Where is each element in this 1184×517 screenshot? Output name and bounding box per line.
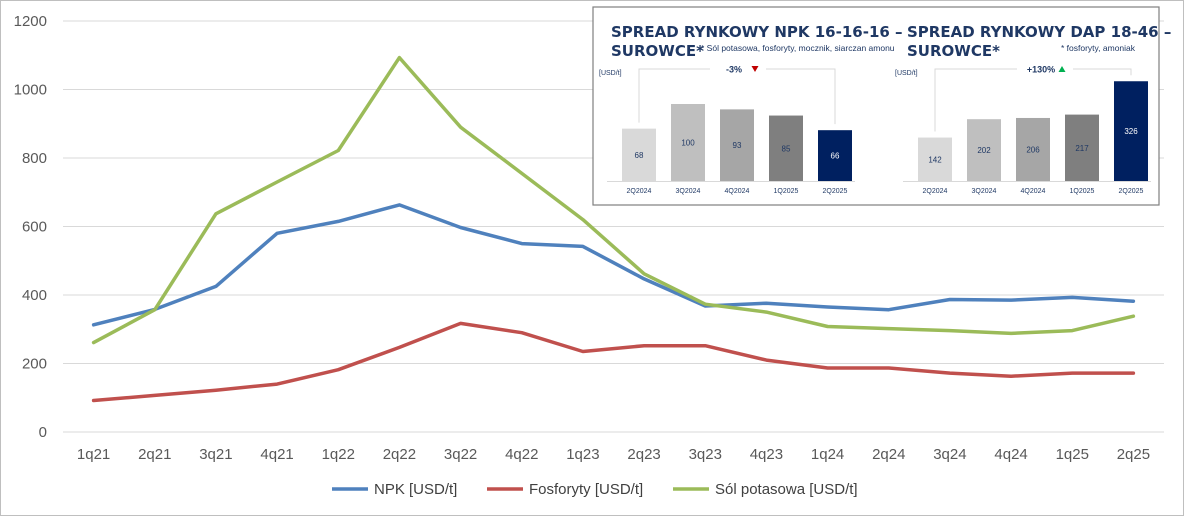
inset-title-line2: SUROWCE* [907, 42, 1000, 60]
change-label: -3% [726, 65, 742, 75]
inset-bar [671, 104, 705, 181]
x-tick-label: 4q24 [994, 446, 1027, 463]
inset-category-label: 2Q2025 [1119, 188, 1144, 195]
x-tick-label: 3q22 [444, 446, 477, 463]
inset-title-line2: SUROWCE* [611, 42, 704, 60]
inset-bar [967, 119, 1001, 181]
y-tick-label: 400 [22, 287, 47, 304]
inset-bar [1065, 114, 1099, 181]
series-line [91, 321, 1136, 403]
y-tick-label: 1000 [14, 82, 47, 99]
inset-panel: SPREAD RYNKOWY NPK 16-16-16 –SUROWCE** S… [592, 6, 1171, 206]
x-tick-label: 4q22 [505, 446, 538, 463]
change-label: +130% [1027, 65, 1055, 75]
inset-npk-chart: SPREAD RYNKOWY NPK 16-16-16 –SUROWCE** S… [599, 23, 903, 195]
inset-bar-value: 202 [977, 146, 991, 155]
inset-category-label: 4Q2024 [1021, 188, 1046, 195]
inset-category-label: 2Q2025 [823, 188, 848, 195]
series-line [91, 203, 1136, 327]
x-tick-label: 1q25 [1056, 446, 1089, 463]
inset-bar-value: 100 [681, 139, 695, 148]
x-tick-label: 2q25 [1117, 446, 1150, 463]
inset-title-line1: SPREAD RYNKOWY NPK 16-16-16 – [611, 23, 903, 41]
x-tick-label: 1q22 [322, 446, 355, 463]
series-line [91, 55, 1136, 345]
inset-title-line1: SPREAD RYNKOWY DAP 18-46 – [907, 23, 1171, 41]
y-tick-label: 800 [22, 150, 47, 167]
inset-bar [622, 128, 656, 181]
inset-bar-value: 326 [1124, 127, 1138, 136]
inset-dap-chart: SPREAD RYNKOWY DAP 18-46 –SUROWCE* * fosf… [895, 23, 1171, 195]
x-tick-label: 2q21 [138, 446, 171, 463]
y-tick-label: 200 [22, 356, 47, 373]
inset-category-label: 1Q2025 [1070, 188, 1095, 195]
x-tick-label: 3q24 [933, 446, 966, 463]
y-tick-label: 0 [39, 424, 47, 441]
legend-label: Sól potasowa [USD/t] [715, 481, 858, 498]
inset-bar-value: 93 [733, 141, 742, 150]
inset-bar-value: 142 [928, 155, 942, 164]
down-arrow-icon [751, 66, 759, 72]
x-tick-label: 1q23 [566, 446, 599, 463]
change-label-bg [1017, 62, 1073, 76]
legend-label: NPK [USD/t] [374, 481, 457, 498]
inset-bar-value: 68 [635, 151, 644, 160]
inset-unit-label: [USD/t] [599, 70, 622, 77]
x-tick-label: 4q21 [260, 446, 293, 463]
inset-category-label: 2Q2024 [923, 188, 948, 195]
inset-bar [769, 115, 803, 181]
inset-category-label: 3Q2024 [972, 188, 997, 195]
inset-bar [918, 137, 952, 181]
x-tick-label: 4q23 [750, 446, 783, 463]
x-tick-label: 3q23 [689, 446, 722, 463]
inset-bar [818, 130, 852, 181]
inset-unit-label: [USD/t] [895, 70, 918, 77]
inset-footnote: * Sól potasowa, fosforyty, mocznik, siar… [701, 43, 895, 53]
x-tick-label: 2q24 [872, 446, 905, 463]
inset-bar-value: 217 [1075, 144, 1089, 153]
inset-category-label: 3Q2024 [676, 188, 701, 195]
inset-bar-value: 85 [782, 144, 791, 153]
x-tick-label: 2q23 [627, 446, 660, 463]
inset-bar [1016, 117, 1050, 181]
inset-bar [1114, 81, 1148, 181]
inset-category-label: 2Q2024 [627, 188, 652, 195]
y-tick-label: 600 [22, 219, 47, 236]
x-tick-label: 1q21 [77, 446, 110, 463]
inset-category-label: 4Q2024 [725, 188, 750, 195]
inset-bar [720, 109, 754, 181]
change-label-bg [710, 62, 766, 76]
legend-label: Fosforyty [USD/t] [529, 481, 643, 498]
up-arrow-icon [1058, 66, 1066, 72]
inset-bar-value: 206 [1026, 145, 1040, 154]
x-tick-label: 3q21 [199, 446, 232, 463]
inset-footnote: * fosforyty, amoniak [1061, 43, 1136, 53]
y-tick-label: 1200 [14, 13, 47, 30]
inset-bar-value: 66 [831, 152, 840, 161]
inset-category-label: 1Q2025 [774, 188, 799, 195]
x-tick-label: 1q24 [811, 446, 844, 463]
x-tick-label: 2q22 [383, 446, 416, 463]
